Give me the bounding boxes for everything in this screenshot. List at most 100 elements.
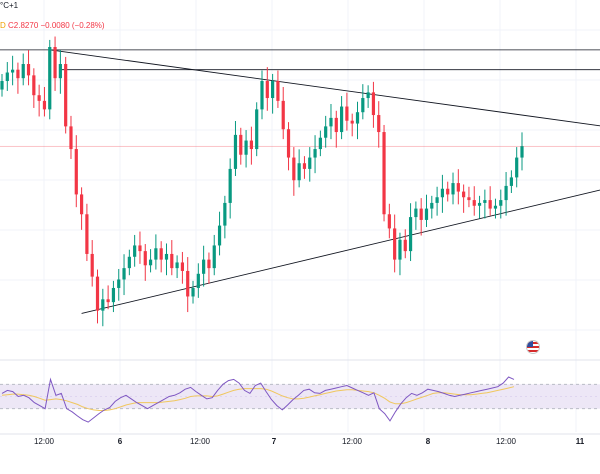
candle-body xyxy=(42,100,47,110)
x-tick-label: 12:00 xyxy=(496,437,517,446)
candle-body xyxy=(170,253,174,269)
candle-body xyxy=(371,92,376,116)
x-tick-label: 12:00 xyxy=(190,437,211,446)
candle-body xyxy=(472,200,476,206)
candle-body xyxy=(520,146,524,158)
candle-body xyxy=(408,217,413,252)
candle-body xyxy=(249,140,253,150)
candle-body xyxy=(329,117,333,127)
candle-body xyxy=(504,185,508,201)
symbol-label: °C+1 xyxy=(0,1,19,10)
candle-body xyxy=(11,69,15,73)
candle-body xyxy=(127,256,131,269)
candle-body xyxy=(430,202,434,209)
ohlc-header: D C2.8270 −0.0080 (−0.28%) xyxy=(0,21,105,30)
candle-body xyxy=(53,47,57,79)
candle-body xyxy=(467,197,471,201)
candle-body xyxy=(21,64,25,79)
candle-body xyxy=(440,188,445,198)
candle-body xyxy=(202,259,206,274)
candle-body xyxy=(69,126,73,150)
candle-body xyxy=(414,208,418,218)
close-value: C2.8270 xyxy=(8,21,39,30)
candle-body xyxy=(143,251,147,266)
candle-body xyxy=(446,188,450,195)
candle-body xyxy=(424,208,429,220)
candle-body xyxy=(228,168,232,203)
candle-body xyxy=(79,194,84,215)
candle-body xyxy=(217,225,222,246)
candle-body xyxy=(493,205,498,209)
candle-body xyxy=(355,112,360,124)
candle-body xyxy=(16,69,20,79)
candle-body xyxy=(48,47,52,110)
candle-body xyxy=(260,81,264,110)
candle-body xyxy=(85,214,89,254)
candle-body xyxy=(276,81,280,101)
candle-body xyxy=(387,214,391,229)
trendline-lower xyxy=(81,189,600,314)
candle-body xyxy=(477,202,482,206)
candle-body xyxy=(154,248,158,260)
candle-body xyxy=(393,228,397,260)
candle-body xyxy=(271,81,275,99)
x-tick-label: 7 xyxy=(272,437,277,446)
candle-body xyxy=(180,262,185,271)
symbol-header: °C+1 xyxy=(0,1,18,10)
candle-body xyxy=(297,163,301,181)
candle-body xyxy=(159,248,163,260)
candle-body xyxy=(366,92,370,99)
candle-body xyxy=(313,149,317,158)
candle-body xyxy=(101,299,105,311)
oscillator-rsi-line xyxy=(1,376,515,423)
candle-body xyxy=(133,245,137,257)
candle-body xyxy=(345,106,349,121)
change-value: −0.0080 (−0.28%) xyxy=(40,21,105,30)
candle-body xyxy=(233,134,238,169)
candle-body xyxy=(196,273,200,288)
candle-body xyxy=(207,259,211,269)
candle-body xyxy=(111,287,116,303)
candle-body xyxy=(212,245,216,269)
candle-body xyxy=(186,270,190,297)
x-tick-label: 12:00 xyxy=(342,437,363,446)
candle-body xyxy=(90,253,94,277)
candle-body xyxy=(5,72,9,82)
candle-body xyxy=(0,81,4,90)
candle-body xyxy=(324,126,328,138)
us-flag-icon[interactable] xyxy=(527,341,539,353)
candle-body xyxy=(403,239,407,252)
candle-body xyxy=(164,253,169,260)
ohlc-prefix: D xyxy=(0,21,6,30)
candle-body xyxy=(37,95,41,101)
candle-body xyxy=(308,157,312,169)
candle-body xyxy=(334,117,338,133)
candle-body xyxy=(64,64,68,127)
candle-body xyxy=(451,183,455,195)
x-tick-label: 6 xyxy=(118,437,123,446)
candle-body xyxy=(462,191,466,198)
candle-body xyxy=(382,132,386,215)
candle-body xyxy=(122,268,126,280)
candle-body xyxy=(483,200,487,203)
candle-body xyxy=(117,279,121,288)
candle-body xyxy=(377,115,381,133)
candle-body xyxy=(292,157,296,181)
x-tick-label: 11 xyxy=(576,437,585,446)
candle-body xyxy=(350,120,354,124)
candle-body xyxy=(239,134,243,155)
candle-body xyxy=(148,259,153,266)
candle-body xyxy=(255,109,259,150)
candle-body xyxy=(265,81,269,99)
candle-body xyxy=(95,276,100,311)
trendline-upper xyxy=(49,49,600,127)
candle-body xyxy=(488,200,492,209)
candle-body xyxy=(58,64,62,79)
candle-body xyxy=(106,299,110,303)
candle-body xyxy=(499,200,503,206)
oscillator-ma-line xyxy=(1,386,515,411)
candle-body xyxy=(74,149,78,195)
candle-body xyxy=(515,157,519,178)
